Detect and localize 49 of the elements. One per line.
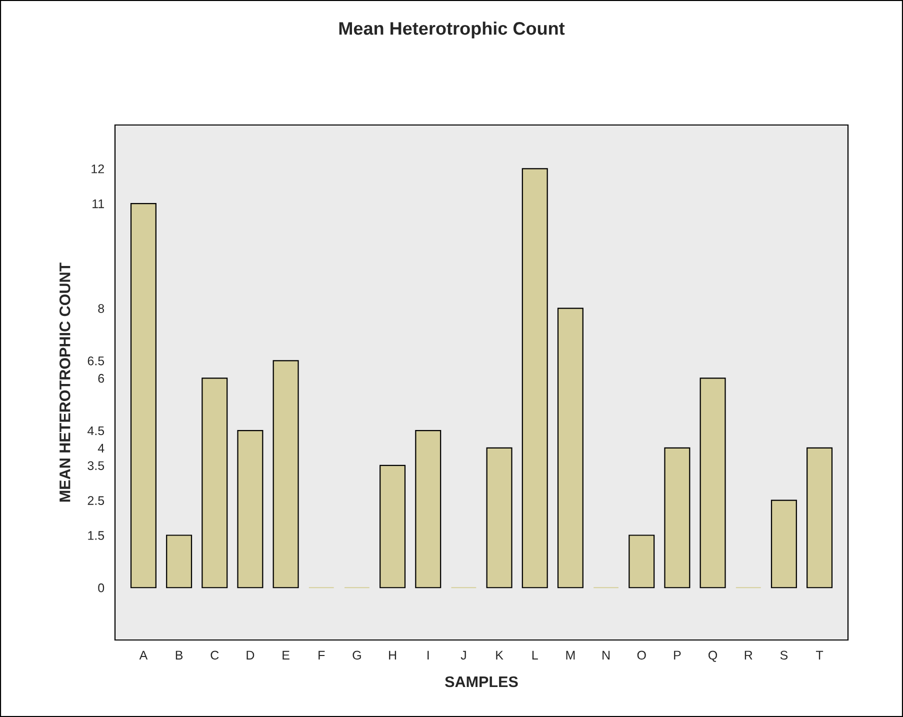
bar (664, 447, 690, 588)
x-tick-label: T (816, 650, 824, 660)
bar (202, 378, 228, 588)
chart-title: Mean Heterotrophic Count (339, 22, 565, 38)
x-tick-label: I (428, 650, 429, 660)
x-tick-label: A (139, 650, 148, 660)
y-tick-label: 6.5 (88, 356, 104, 366)
bar (522, 168, 548, 588)
x-tick-label: Q (708, 650, 718, 662)
x-tick-label: L (532, 650, 538, 660)
y-tick-label: 2.5 (88, 496, 104, 505)
bar (380, 464, 406, 588)
x-tick-label: E (282, 650, 290, 660)
y-tick-label: 3.5 (88, 461, 104, 470)
y-tick-label: 4 (98, 444, 104, 452)
x-tick-label: M (566, 650, 575, 660)
x-tick-label: F (318, 650, 325, 660)
x-tick-label: O (637, 650, 646, 660)
x-tick-label: C (210, 650, 219, 660)
x-tick-label: P (674, 650, 681, 660)
y-axis-title: MEAN HETEROTROPHIC COUNT (59, 262, 70, 502)
bar (237, 430, 264, 588)
x-tick-label: R (744, 650, 752, 660)
bar (415, 430, 442, 588)
bar (272, 360, 299, 588)
bar (557, 308, 584, 588)
y-tick-label: 4.5 (87, 426, 104, 436)
x-tick-label: D (246, 650, 254, 660)
y-tick-label: 12 (92, 164, 104, 174)
x-axis-title: SAMPLES (445, 676, 518, 688)
x-tick-label: S (780, 650, 788, 660)
y-tick-label: 0 (98, 583, 104, 592)
bar (628, 534, 655, 588)
bar (166, 534, 192, 588)
bar (700, 378, 726, 588)
x-tick-label: K (496, 650, 504, 660)
y-tick-label: 8 (98, 304, 104, 313)
bar (770, 500, 797, 588)
y-tick-label: 11 (92, 199, 104, 208)
bar (806, 447, 833, 588)
y-tick-label: 6 (98, 374, 104, 383)
x-tick-label: N (602, 650, 610, 660)
x-tick-label: J (460, 650, 466, 660)
x-tick-label: H (389, 650, 396, 660)
bar (486, 447, 512, 588)
x-tick-label: B (176, 650, 183, 660)
x-tick-label: G (352, 650, 361, 660)
bar (130, 203, 156, 588)
y-tick-label: 1.5 (88, 531, 104, 540)
